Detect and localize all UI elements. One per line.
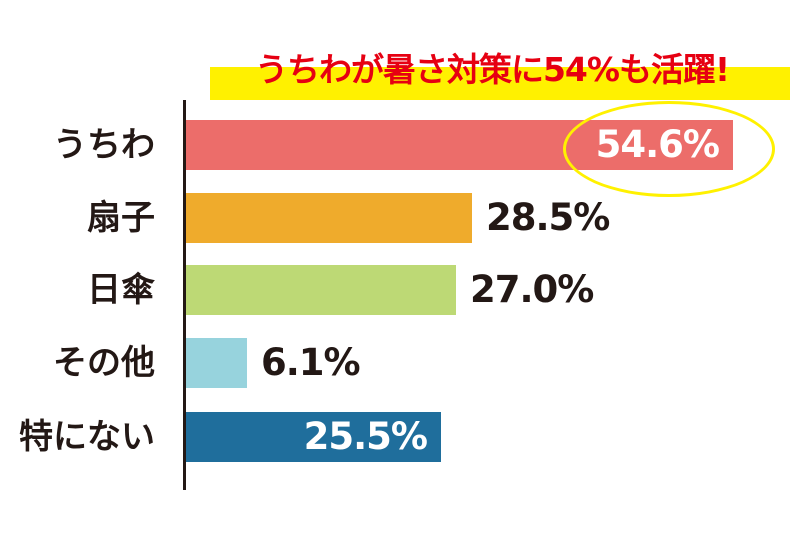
category-label: その他 [53, 343, 155, 383]
category-label: 特にない [19, 417, 155, 457]
category-label: 扇子 [87, 198, 155, 238]
chart-title: うちわが暑さ対策に54%も活躍! [254, 50, 730, 89]
category-label: 日傘 [87, 270, 155, 310]
y-axis-line [183, 100, 186, 490]
highlight-ellipse [563, 101, 775, 197]
value-label: 25.5% [303, 415, 428, 458]
title-highlight-band [210, 67, 790, 100]
bar [186, 338, 247, 388]
bar [186, 193, 472, 243]
category-label: うちわ [53, 125, 155, 165]
bar [186, 412, 441, 462]
value-label: 28.5% [486, 196, 610, 239]
bar [186, 265, 456, 315]
value-label: 6.1% [261, 341, 361, 384]
value-label: 27.0% [470, 268, 594, 311]
